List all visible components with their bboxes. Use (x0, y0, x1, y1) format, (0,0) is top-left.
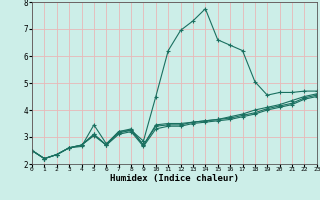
X-axis label: Humidex (Indice chaleur): Humidex (Indice chaleur) (110, 174, 239, 183)
